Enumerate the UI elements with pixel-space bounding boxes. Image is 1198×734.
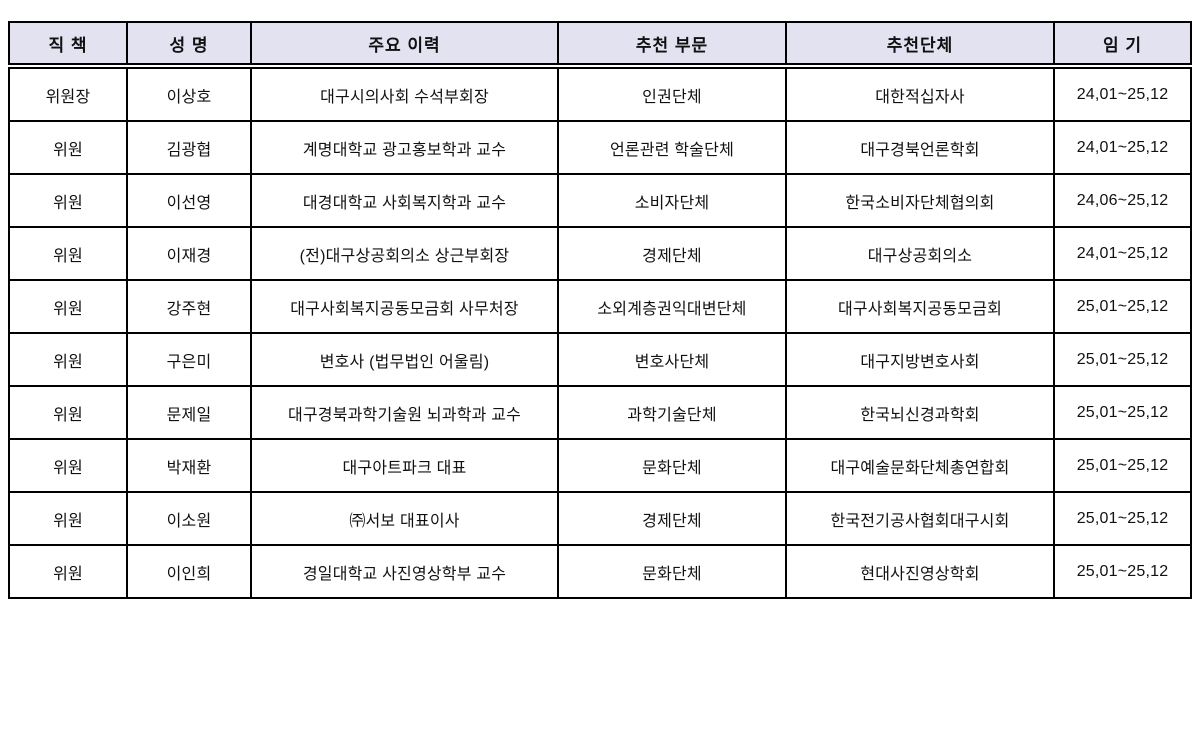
cell-position: 위원 [8,279,128,334]
table-header-row: 직 책 성 명 주요 이력 추천 부문 추천단체 임 기 [8,21,1192,69]
cell-term: 25,01~25,12 [1053,332,1192,387]
column-header-sector: 추천 부문 [557,21,787,69]
cell-term: 25,01~25,12 [1053,385,1192,440]
committee-table: 직 책 성 명 주요 이력 추천 부문 추천단체 임 기 위원장 이상호 대구시… [8,21,1192,599]
cell-position: 위원 [8,226,128,281]
cell-sector: 문화단체 [557,438,787,493]
table-row: 위원 강주현 대구사회복지공동모금회 사무처장 소외계층권익대변단체 대구사회복… [8,279,1192,334]
cell-organization: 한국소비자단체협의회 [785,173,1055,228]
cell-career: 계명대학교 광고홍보학과 교수 [250,120,559,175]
cell-career: 대구아트파크 대표 [250,438,559,493]
cell-name: 구은미 [126,332,252,387]
cell-term: 24,06~25,12 [1053,173,1192,228]
cell-position: 위원 [8,332,128,387]
cell-sector: 경제단체 [557,226,787,281]
cell-name: 강주현 [126,279,252,334]
column-header-career: 주요 이력 [250,21,559,69]
cell-term: 24,01~25,12 [1053,65,1192,122]
table-row: 위원장 이상호 대구시의사회 수석부회장 인권단체 대한적십자사 24,01~2… [8,65,1192,122]
cell-organization: 한국전기공사협회대구시회 [785,491,1055,546]
cell-career: ㈜서보 대표이사 [250,491,559,546]
cell-sector: 문화단체 [557,544,787,599]
table-row: 위원 이재경 (전)대구상공회의소 상근부회장 경제단체 대구상공회의소 24,… [8,226,1192,281]
cell-name: 이상호 [126,65,252,122]
cell-organization: 한국뇌신경과학회 [785,385,1055,440]
cell-position: 위원 [8,173,128,228]
cell-career: 변호사 (법무법인 어울림) [250,332,559,387]
cell-position: 위원 [8,491,128,546]
cell-name: 이소원 [126,491,252,546]
column-header-term: 임 기 [1053,21,1192,69]
cell-organization: 대구경북언론학회 [785,120,1055,175]
cell-name: 문제일 [126,385,252,440]
cell-career: 대구경북과학기술원 뇌과학과 교수 [250,385,559,440]
table-row: 위원 구은미 변호사 (법무법인 어울림) 변호사단체 대구지방변호사회 25,… [8,332,1192,387]
cell-term: 24,01~25,12 [1053,226,1192,281]
column-header-name: 성 명 [126,21,252,69]
cell-sector: 언론관련 학술단체 [557,120,787,175]
table-row: 위원 이소원 ㈜서보 대표이사 경제단체 한국전기공사협회대구시회 25,01~… [8,491,1192,546]
cell-organization: 대한적십자사 [785,65,1055,122]
cell-career: (전)대구상공회의소 상근부회장 [250,226,559,281]
cell-name: 이선영 [126,173,252,228]
cell-term: 24,01~25,12 [1053,120,1192,175]
cell-name: 이인희 [126,544,252,599]
cell-organization: 대구예술문화단체총연합회 [785,438,1055,493]
cell-position: 위원장 [8,65,128,122]
cell-career: 대구사회복지공동모금회 사무처장 [250,279,559,334]
cell-position: 위원 [8,120,128,175]
cell-name: 박재환 [126,438,252,493]
table-row: 위원 박재환 대구아트파크 대표 문화단체 대구예술문화단체총연합회 25,01… [8,438,1192,493]
cell-sector: 과학기술단체 [557,385,787,440]
cell-organization: 현대사진영상학회 [785,544,1055,599]
cell-term: 25,01~25,12 [1053,438,1192,493]
cell-name: 이재경 [126,226,252,281]
cell-name: 김광협 [126,120,252,175]
cell-organization: 대구사회복지공동모금회 [785,279,1055,334]
cell-term: 25,01~25,12 [1053,279,1192,334]
cell-organization: 대구지방변호사회 [785,332,1055,387]
table-row: 위원 문제일 대구경북과학기술원 뇌과학과 교수 과학기술단체 한국뇌신경과학회… [8,385,1192,440]
table-row: 위원 이선영 대경대학교 사회복지학과 교수 소비자단체 한국소비자단체협의회 … [8,173,1192,228]
cell-term: 25,01~25,12 [1053,491,1192,546]
cell-sector: 변호사단체 [557,332,787,387]
cell-sector: 인권단체 [557,65,787,122]
cell-career: 대구시의사회 수석부회장 [250,65,559,122]
cell-term: 25,01~25,12 [1053,544,1192,599]
cell-career: 대경대학교 사회복지학과 교수 [250,173,559,228]
table-row: 위원 이인희 경일대학교 사진영상학부 교수 문화단체 현대사진영상학회 25,… [8,544,1192,599]
cell-sector: 소외계층권익대변단체 [557,279,787,334]
cell-position: 위원 [8,438,128,493]
cell-sector: 경제단체 [557,491,787,546]
cell-career: 경일대학교 사진영상학부 교수 [250,544,559,599]
cell-position: 위원 [8,385,128,440]
column-header-organization: 추천단체 [785,21,1055,69]
column-header-position: 직 책 [8,21,128,69]
cell-organization: 대구상공회의소 [785,226,1055,281]
cell-sector: 소비자단체 [557,173,787,228]
table-row: 위원 김광협 계명대학교 광고홍보학과 교수 언론관련 학술단체 대구경북언론학… [8,120,1192,175]
cell-position: 위원 [8,544,128,599]
